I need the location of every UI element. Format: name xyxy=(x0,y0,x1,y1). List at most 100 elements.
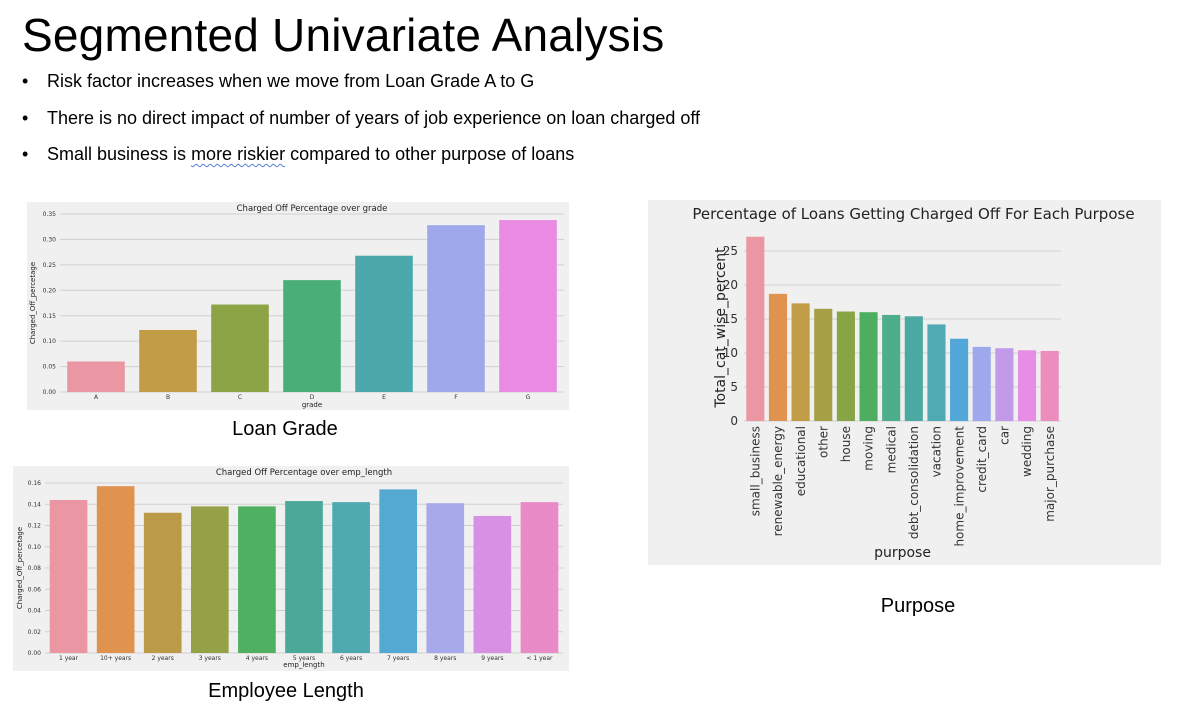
y-axis-label: Total_cat_wise_percent xyxy=(713,247,729,409)
bar-4-years[interactable] xyxy=(238,506,276,653)
x-tick-label: moving xyxy=(862,426,876,471)
x-tick-label: E xyxy=(382,394,386,401)
purpose-chart-svg: 0 5 10 15 20 25 small_business renewable_energy… xyxy=(692,205,1134,561)
bullet-text: Risk factor increases when we move from … xyxy=(47,71,535,91)
bar-5-years[interactable] xyxy=(285,501,323,653)
y-tick-label: 0.02 xyxy=(28,629,42,636)
x-tick-label: car xyxy=(998,426,1012,445)
bar-a[interactable] xyxy=(67,361,125,392)
chart-title: Charged Off Percentage over grade xyxy=(237,204,388,214)
y-tick-label: 0.12 xyxy=(28,523,42,530)
bar--1-year[interactable] xyxy=(520,502,559,653)
x-tick-label: 5 years xyxy=(293,655,315,662)
y-tick-label: 15 xyxy=(723,312,738,326)
y-tick-label: 0.08 xyxy=(28,565,42,572)
x-tick-label: medical xyxy=(884,426,898,473)
bullet-job-experience: There is no direct impact of number of y… xyxy=(22,103,700,140)
x-tick-label: debt_consolidation xyxy=(907,426,921,539)
bullet-small-business: Small business is more riskier compared … xyxy=(22,139,700,176)
y-tick-label: 0.25 xyxy=(43,262,57,269)
bullet-grade-risk: Risk factor increases when we move from … xyxy=(22,66,700,103)
x-axis-label: emp_length xyxy=(283,661,324,669)
y-tick-label: 0.14 xyxy=(28,501,42,508)
purpose-caption: Purpose xyxy=(880,595,956,617)
grade-chart: 0.00 0.05 0.10 0.15 0.20 0.25 0.30 0.35 A B C D E F G C… xyxy=(27,202,569,410)
x-tick-label: 10+ years xyxy=(100,655,131,662)
bullet-text: There is no direct impact of number of y… xyxy=(47,107,701,128)
x-tick-label: house xyxy=(839,426,853,462)
bar-d[interactable] xyxy=(283,280,341,392)
y-tick-label: 0.35 xyxy=(43,211,57,218)
y-tick-label: 0.00 xyxy=(43,389,57,396)
grade-caption: Loan Grade xyxy=(232,418,338,440)
x-axis-label: grade xyxy=(302,401,322,409)
y-tick-label: 0 xyxy=(730,414,738,428)
bar-other[interactable] xyxy=(814,308,833,421)
bar-car[interactable] xyxy=(995,348,1014,421)
y-tick-label: 0.15 xyxy=(43,313,57,320)
chart-title: Percentage of Loans Getting Charged Off … xyxy=(692,205,1134,223)
x-tick-label: vacation xyxy=(930,426,944,477)
x-tick-label: renewable_energy xyxy=(771,426,785,536)
bar-g[interactable] xyxy=(499,220,557,392)
y-tick-label: 0.00 xyxy=(28,650,42,657)
bar-moving[interactable] xyxy=(859,312,878,421)
bar-educational[interactable] xyxy=(791,303,810,421)
y-tick-label: 10 xyxy=(723,346,738,360)
y-axis-label: Charged_Off_percetage xyxy=(29,262,37,344)
y-tick-label: 0.20 xyxy=(43,287,57,294)
bullet-text: Small business is xyxy=(47,144,192,164)
bar-8-years[interactable] xyxy=(426,503,465,653)
x-tick-label: small_business xyxy=(749,426,763,516)
bar-f[interactable] xyxy=(427,225,485,392)
y-tick-label: 0.05 xyxy=(43,364,57,371)
x-tick-label: D xyxy=(310,394,315,401)
emp-length-chart: 0.00 0.02 0.04 0.06 0.08 0.10 0.12 0.14 0.16 1 ye… xyxy=(13,466,569,671)
x-tick-label: 1 year xyxy=(59,655,79,662)
bar-house[interactable] xyxy=(836,311,855,421)
y-axis-label: Charged_Off_percetage xyxy=(16,527,24,609)
bar-debt-consolidation[interactable] xyxy=(904,316,923,421)
bar-credit-card[interactable] xyxy=(972,346,991,421)
bar-small-business[interactable] xyxy=(746,236,765,421)
bar-vacation[interactable] xyxy=(927,324,946,421)
chart-title: Charged Off Percentage over emp_length xyxy=(216,468,392,478)
bar-e[interactable] xyxy=(355,255,413,392)
grade-chart-svg: 0.00 0.05 0.10 0.15 0.20 0.25 0.30 0.35 A B C D E F G C… xyxy=(29,204,564,409)
bar-major-purchase[interactable] xyxy=(1040,350,1059,421)
bar-10-years[interactable] xyxy=(96,486,135,653)
bar-renewable-energy[interactable] xyxy=(768,293,788,421)
spellcheck-underlined-text[interactable]: more riskier xyxy=(191,144,286,164)
y-tick-label: 0.10 xyxy=(43,338,57,345)
x-tick-label: home_improvement xyxy=(952,426,966,547)
bar-1-year[interactable] xyxy=(49,500,88,653)
bullet-list: Risk factor increases when we move from … xyxy=(22,66,700,176)
bar-7-years[interactable] xyxy=(379,489,418,653)
x-tick-label: 2 years xyxy=(152,655,174,662)
bar-c[interactable] xyxy=(211,304,269,392)
bar-wedding[interactable] xyxy=(1017,350,1037,421)
bar-2-years[interactable] xyxy=(143,512,182,653)
bar-home-improvement[interactable] xyxy=(950,338,969,421)
bullet-text: compared to other purpose of loans xyxy=(285,144,575,164)
slide-title: Segmented Univariate Analysis xyxy=(22,9,665,61)
x-tick-label: credit_card xyxy=(975,426,989,493)
y-tick-label: 0.30 xyxy=(43,237,57,244)
y-tick-label: 0.16 xyxy=(28,480,42,487)
x-tick-label: G xyxy=(526,394,531,401)
x-tick-label: wedding xyxy=(1020,426,1034,477)
x-axis-label: purpose xyxy=(874,545,931,561)
x-tick-label: other xyxy=(816,426,830,458)
bar-3-years[interactable] xyxy=(190,506,229,653)
x-tick-label: < 1 year xyxy=(526,655,553,662)
x-tick-label: 3 years xyxy=(199,655,221,662)
bar-9-years[interactable] xyxy=(473,515,512,653)
y-tick-label: 0.04 xyxy=(28,608,42,615)
x-tick-label: F xyxy=(454,394,458,401)
bar-b[interactable] xyxy=(139,329,197,392)
x-tick-label: educational xyxy=(794,426,808,496)
y-tick-label: 25 xyxy=(723,244,738,258)
bar-medical[interactable] xyxy=(882,314,901,421)
purpose-chart: 0 5 10 15 20 25 small_business renewable_energy… xyxy=(648,200,1161,565)
bar-6-years[interactable] xyxy=(332,502,370,653)
